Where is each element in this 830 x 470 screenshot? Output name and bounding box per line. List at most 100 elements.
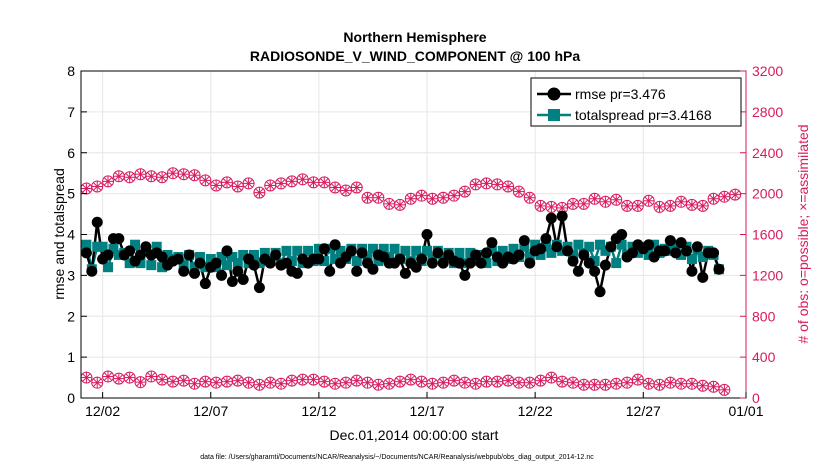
totalspread-point (546, 247, 557, 258)
rmse-point (134, 249, 146, 261)
obs-assimilated-point (102, 370, 115, 383)
y2-tick-label: 0 (752, 390, 760, 406)
y-tick-label: 4 (67, 227, 75, 243)
rmse-point (226, 276, 238, 288)
obs-possible-point (458, 185, 471, 198)
obs-possible-point (707, 192, 720, 205)
obs-possible-point (275, 177, 288, 190)
obs-assimilated-point (123, 371, 136, 384)
totalspread-point (292, 245, 303, 256)
obs-possible-point (577, 197, 590, 210)
rmse-point (351, 265, 363, 277)
totalspread-point (589, 256, 600, 267)
obs-possible-point (296, 173, 309, 186)
totalspread-point (508, 243, 519, 254)
obs-assimilated-point (156, 373, 169, 386)
obs-possible-point (664, 199, 677, 212)
obs-possible-point (393, 198, 406, 211)
y-tick-label: 1 (67, 349, 75, 365)
y2-tick-label: 1600 (752, 227, 783, 243)
y-tick-label: 3 (67, 267, 75, 283)
obs-assimilated-point (264, 376, 277, 389)
obs-possible-point (502, 180, 515, 193)
obs-possible-point (404, 192, 417, 205)
obs-assimilated-point (491, 375, 504, 388)
x-tick-label: 12/07 (193, 403, 228, 419)
obs-assimilated-point (112, 372, 125, 385)
y2-tick-label: 800 (752, 308, 776, 324)
obs-possible-point (480, 177, 493, 190)
rmse-point (470, 249, 482, 261)
y-tick-label: 0 (67, 390, 75, 406)
rmse-point (86, 265, 98, 277)
rmse-point (697, 271, 709, 283)
rmse-point (589, 265, 601, 277)
rmse-point (691, 241, 703, 253)
totalspread-point (540, 241, 551, 252)
rmse-point (102, 249, 114, 261)
obs-possible-point (523, 191, 536, 204)
obs-possible-point (123, 171, 136, 184)
rmse-point (280, 257, 292, 269)
totalspread-point (373, 256, 384, 267)
totalspread-point (254, 258, 265, 269)
y-tick-label: 5 (67, 186, 75, 202)
x-axis-label: Dec.01,2014 00:00:00 start (330, 427, 499, 443)
obs-possible-point (220, 176, 233, 189)
totalspread-point (470, 256, 481, 267)
rmse-point (291, 267, 303, 279)
obs-possible-point (156, 171, 169, 184)
rmse-point (626, 247, 638, 259)
totalspread-point (367, 243, 378, 254)
totalspread-point (286, 256, 297, 267)
y-tick-label: 6 (67, 145, 75, 161)
obs-assimilated-point (718, 383, 731, 396)
totalspread-point (584, 241, 595, 252)
obs-possible-point (685, 198, 698, 211)
y2-tick-label: 3200 (752, 63, 783, 79)
rmse-point (113, 233, 125, 245)
rmse-point (616, 229, 628, 240)
rmse-point (194, 257, 206, 269)
obs-assimilated-point (166, 375, 179, 388)
totalspread-point (611, 258, 622, 269)
obs-assimilated-point (642, 377, 655, 390)
rmse-point (686, 265, 698, 277)
rmse-point (216, 269, 228, 281)
totalspread-point (130, 239, 141, 250)
totalspread-point (81, 239, 92, 250)
rmse-point (518, 235, 530, 247)
totalspread-point (103, 262, 114, 273)
obs-assimilated-point (545, 371, 558, 384)
totalspread-point (92, 241, 103, 252)
obs-assimilated-point (588, 378, 601, 391)
totalspread-point (232, 258, 243, 269)
rmse-point (329, 239, 341, 251)
totalspread-point (697, 251, 708, 262)
rmse-point (356, 247, 368, 259)
obs-assimilated-point (145, 370, 158, 383)
totalspread-point (194, 251, 205, 262)
rmse-point (264, 257, 276, 269)
obs-possible-point (469, 178, 482, 191)
obs-assimilated-point (458, 376, 471, 389)
rmse-point (524, 257, 536, 269)
rmse-point (156, 251, 168, 263)
obs-possible-point (621, 199, 634, 212)
rmse-point (643, 239, 655, 251)
footnote: data file: /Users/gharamti/Documents/NCA… (200, 454, 594, 461)
rmse-point (421, 229, 433, 240)
chart-subtitle: RADIOSONDE_V_WIND_COMPONENT @ 100 hPa (250, 48, 580, 64)
y-tick-label: 2 (67, 308, 75, 324)
totalspread-point (189, 262, 200, 273)
obs-possible-point (80, 182, 93, 195)
obs-possible-point (145, 170, 158, 183)
rmse-point (551, 241, 563, 253)
obs-assimilated-point (448, 374, 461, 387)
totalspread-point (281, 245, 292, 256)
obs-possible-point (437, 191, 450, 204)
rmse-point (675, 237, 687, 249)
totalspread-point (616, 239, 627, 250)
obs-assimilated-point (621, 376, 634, 389)
